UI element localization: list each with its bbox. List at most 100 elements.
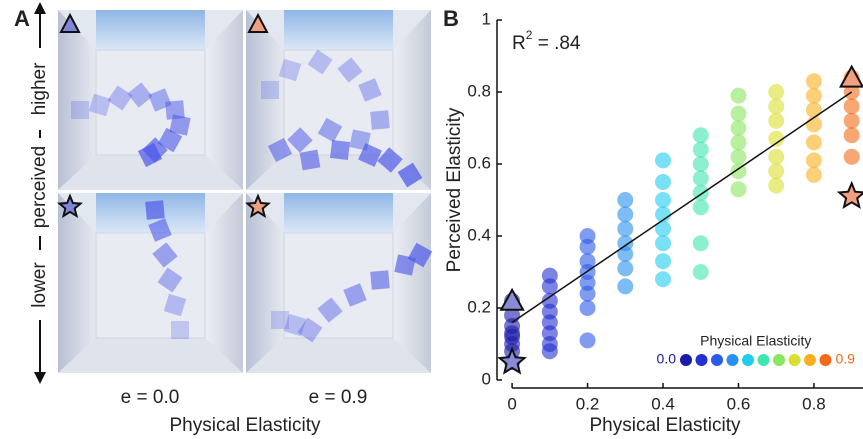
colorbar-swatch (742, 354, 754, 366)
point (805, 73, 822, 90)
point (805, 87, 822, 104)
point (730, 134, 747, 151)
wall (393, 10, 431, 190)
colorbar-swatch (757, 354, 770, 366)
point (768, 177, 785, 194)
point (692, 141, 709, 158)
x-tick-label: 0.8 (802, 394, 826, 413)
sky (96, 10, 205, 50)
y-tick-label: 0.8 (467, 81, 491, 100)
point (655, 192, 672, 208)
annotation-rest: = .84 (532, 33, 580, 54)
cube (407, 242, 433, 268)
colorbar-title: Physical Elasticity (700, 333, 811, 349)
y-tick-label: 0.4 (467, 225, 491, 244)
panel-b: B Perceived Elasticity Physical Elastici… (443, 6, 863, 436)
point (805, 102, 822, 118)
marker-triangle (838, 64, 863, 88)
cube (297, 317, 323, 343)
point (768, 98, 785, 115)
point (692, 127, 709, 144)
point (692, 235, 709, 252)
x-tick-label: 0.6 (727, 394, 751, 413)
colorbar-swatch (819, 354, 832, 366)
arrow-head (34, 2, 46, 14)
wall (58, 193, 96, 373)
wall (205, 10, 243, 190)
cube (271, 311, 289, 329)
colorbar-swatch (680, 354, 692, 366)
fit-line (511, 91, 853, 324)
point (768, 84, 785, 100)
point (768, 130, 785, 147)
cube (88, 93, 112, 117)
colorbar-swatch (804, 354, 816, 366)
point (541, 343, 558, 360)
point (655, 174, 672, 190)
point (805, 166, 822, 183)
point (617, 192, 634, 208)
colorbar-swatch (695, 354, 708, 366)
point (692, 264, 709, 280)
marker-triangle (499, 287, 525, 311)
point (655, 271, 672, 288)
colorbar-swatch (788, 354, 801, 366)
point (805, 116, 822, 133)
annotation-main: R (512, 33, 526, 54)
cube (299, 149, 321, 171)
back-wall (95, 232, 206, 339)
point (730, 87, 747, 104)
cube (317, 117, 343, 143)
label-bg (28, 138, 52, 236)
axis-label: perceived (29, 146, 50, 228)
y-tick-label: 0.2 (467, 297, 491, 316)
point (730, 163, 747, 180)
cube (107, 85, 133, 111)
annotation-sup: 2 (526, 28, 533, 42)
point (730, 181, 747, 198)
wall (58, 10, 96, 190)
axis-title: Perceived Elasticity (444, 107, 465, 272)
label-bg (28, 48, 52, 130)
cube (358, 143, 382, 167)
colorbar-max: 0.9 (836, 351, 856, 367)
cube (307, 49, 333, 75)
label-bg (28, 250, 52, 320)
colorbar-swatch (711, 354, 723, 366)
image-label: e = 0.0 (121, 387, 180, 408)
wall (246, 193, 284, 373)
arrow-head (34, 372, 46, 384)
point (730, 105, 747, 122)
cube (377, 147, 403, 173)
point (655, 152, 672, 169)
image-label: e = 0.9 (309, 387, 368, 408)
icon (244, 193, 272, 219)
cube (343, 283, 367, 307)
point (843, 98, 860, 115)
wall (393, 193, 431, 373)
sky (284, 10, 393, 50)
icon (56, 193, 84, 219)
point (730, 120, 747, 136)
point (579, 332, 596, 349)
cube (329, 139, 351, 161)
cube (358, 78, 382, 102)
floor (246, 338, 431, 373)
cube (71, 101, 89, 119)
point (617, 278, 634, 295)
point (617, 206, 634, 223)
cube (337, 57, 363, 83)
point (692, 170, 709, 187)
cube (169, 114, 191, 136)
wall (205, 193, 243, 373)
point (768, 163, 785, 180)
point (730, 148, 747, 165)
axis-label: lower (29, 262, 50, 308)
x-tick-label: 0.4 (651, 394, 675, 413)
axis-label: higher (29, 62, 50, 115)
icon (247, 12, 269, 33)
icon (59, 12, 81, 33)
point (805, 152, 822, 169)
cube (157, 127, 183, 153)
